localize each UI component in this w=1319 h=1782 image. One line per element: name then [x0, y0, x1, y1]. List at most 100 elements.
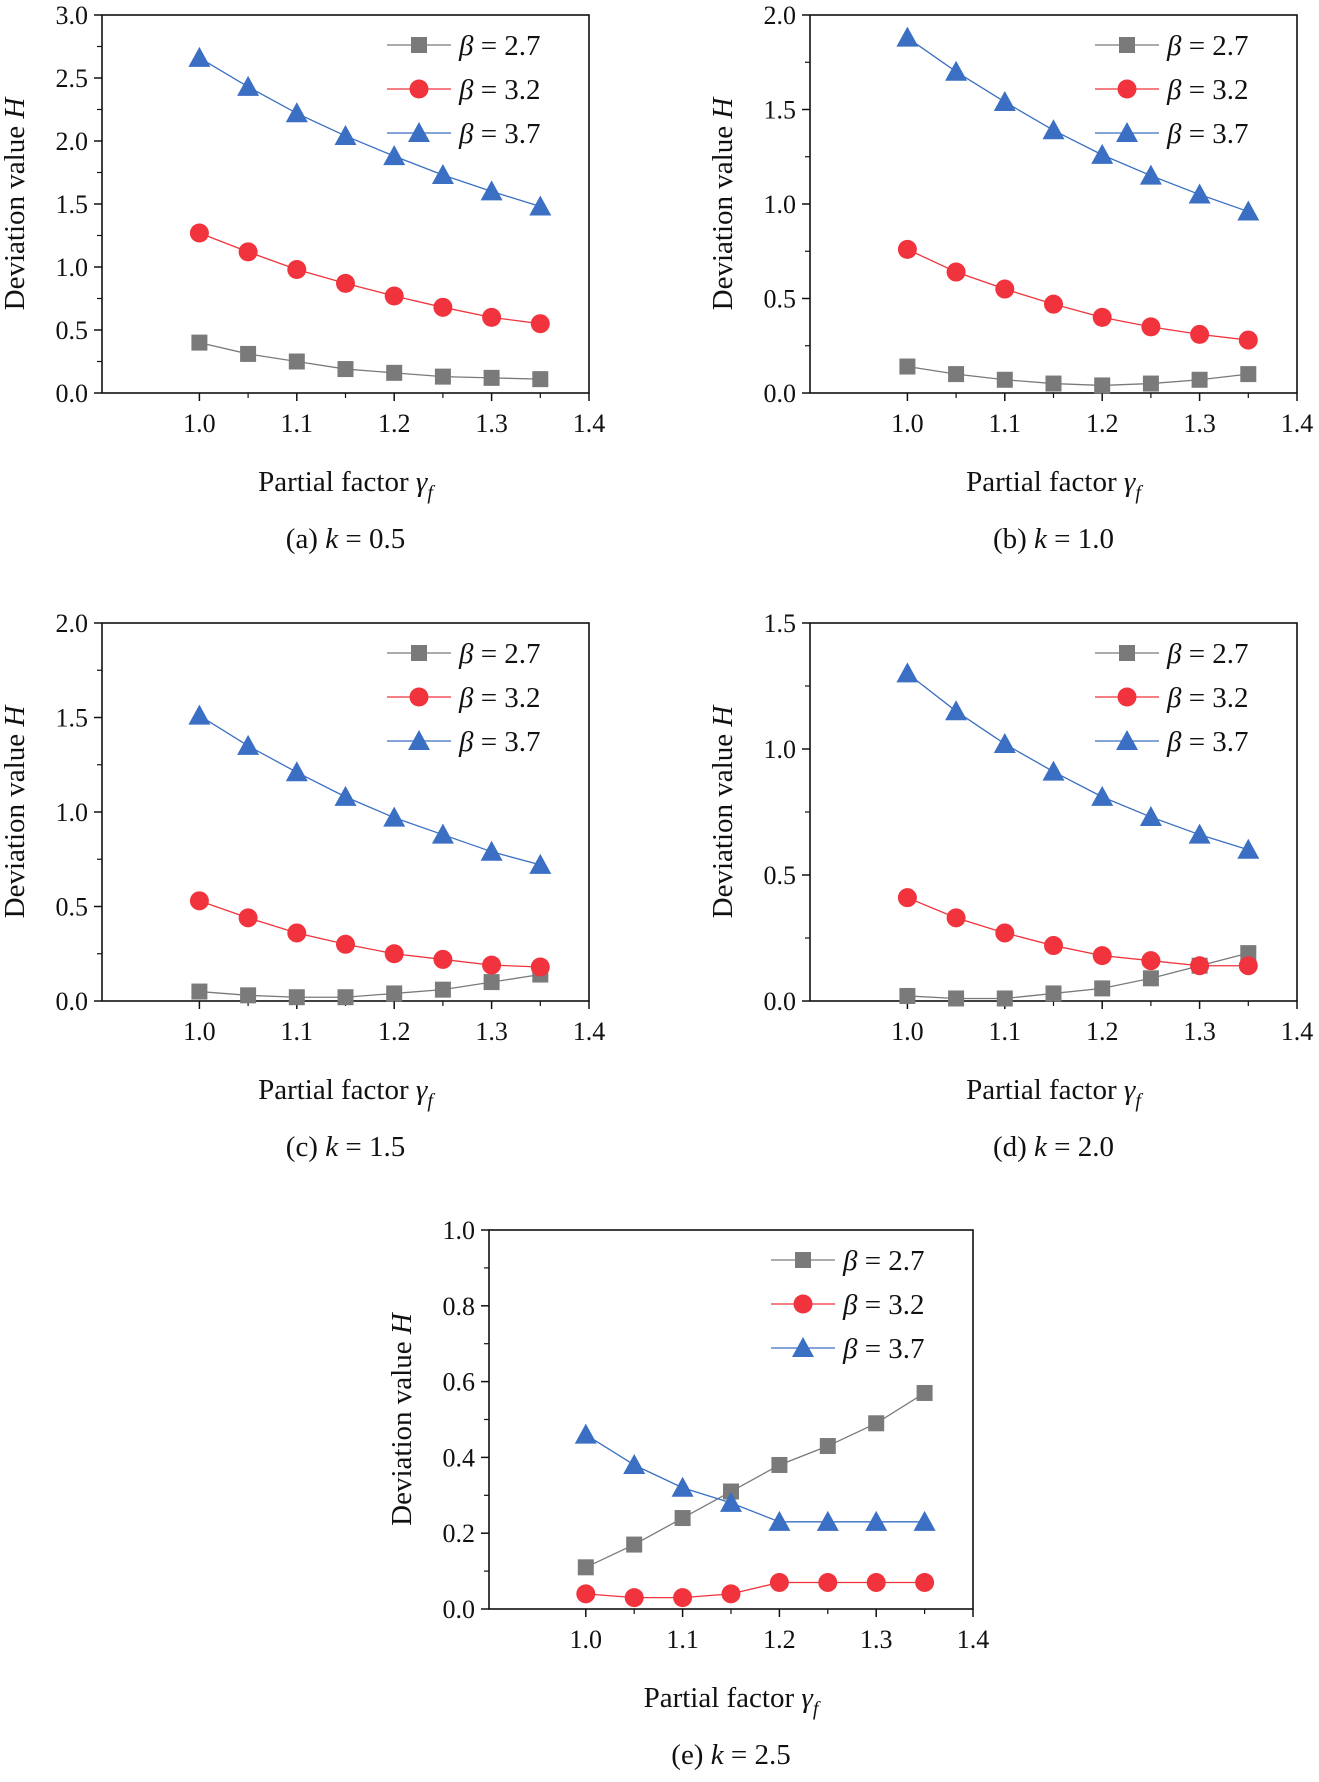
- x-axis-label: Partial factor γf: [258, 1074, 435, 1112]
- y-tick-label: 2.5: [56, 64, 89, 93]
- data-point: [383, 806, 406, 827]
- data-point: [1190, 956, 1210, 976]
- y-tick-label: 0.0: [764, 379, 797, 408]
- y-tick-label: 1.5: [764, 609, 797, 638]
- data-point: [896, 662, 919, 683]
- legend-marker: [795, 1252, 811, 1268]
- data-point: [1238, 330, 1258, 350]
- data-point: [1190, 324, 1210, 344]
- x-tick-label: 1.1: [281, 1017, 314, 1046]
- data-point: [237, 734, 260, 755]
- series-circle: [897, 888, 1258, 976]
- y-tick-label: 0.5: [764, 285, 797, 314]
- y-axis-label: Deviation value H: [707, 96, 739, 311]
- data-point: [818, 1572, 838, 1592]
- data-point: [897, 888, 917, 908]
- series-line: [907, 365, 1249, 387]
- x-tick-label: 1.1: [666, 1625, 699, 1654]
- data-point: [480, 180, 503, 201]
- data-point: [191, 334, 208, 351]
- data-point: [240, 987, 257, 1004]
- series-circle: [189, 223, 550, 334]
- data-point: [1237, 838, 1260, 859]
- x-tick-label: 1.4: [1281, 1017, 1314, 1046]
- x-tick-label: 1.0: [891, 1017, 924, 1046]
- legend-marker: [411, 645, 427, 661]
- data-point: [1240, 366, 1257, 383]
- legend: β = 2.7 β = 3.2 β = 3.7: [771, 1245, 925, 1365]
- data-point: [1188, 823, 1211, 844]
- x-tick-label: 1.1: [989, 409, 1022, 438]
- y-tick-label: 0.2: [443, 1519, 476, 1548]
- legend-marker: [1119, 645, 1135, 661]
- legend-label: β = 3.7: [842, 1333, 925, 1365]
- y-tick-label: 0.5: [56, 893, 89, 922]
- data-point: [433, 949, 453, 969]
- data-point: [720, 1491, 742, 1512]
- x-tick-label: 1.2: [763, 1625, 796, 1654]
- series-triangle: [896, 662, 1260, 859]
- x-tick-label: 1.3: [1183, 1017, 1216, 1046]
- data-point: [1142, 970, 1159, 987]
- y-tick-label: 0.5: [764, 861, 797, 890]
- x-tick-label: 1.1: [281, 409, 314, 438]
- legend-label: β = 3.2: [842, 1289, 925, 1321]
- chart-panel-d: 1.0 1.1 1.2 1.3 1.4 0.0 0.5 1.0 1.5 Partial facto…: [707, 609, 1313, 1163]
- y-axis-label: Deviation value H: [0, 704, 31, 919]
- x-tick-label: 1.4: [957, 1625, 990, 1654]
- data-point: [434, 981, 451, 998]
- data-point: [483, 974, 500, 991]
- y-tick-label: 1.5: [764, 96, 797, 125]
- data-point: [285, 761, 308, 782]
- y-tick-label: 0.5: [56, 316, 89, 345]
- legend: β = 2.7 β = 3.2 β = 3.7: [1095, 638, 1249, 758]
- data-point: [577, 1559, 594, 1576]
- data-point: [189, 223, 209, 243]
- data-point: [530, 314, 550, 334]
- series-line: [907, 897, 1249, 967]
- data-point: [1141, 951, 1161, 971]
- data-point: [431, 164, 454, 185]
- y-axis-label: Deviation value H: [386, 1311, 418, 1526]
- data-point: [1094, 980, 1111, 997]
- series-triangle: [896, 26, 1260, 221]
- series-triangle: [188, 46, 552, 216]
- data-point: [1237, 200, 1260, 221]
- legend-marker: [1117, 79, 1137, 99]
- data-point: [334, 124, 357, 145]
- data-point: [1142, 375, 1159, 392]
- plot-frame: [101, 14, 590, 394]
- legend-label: β = 3.7: [458, 726, 541, 758]
- data-point: [431, 823, 454, 844]
- x-axis-label: Partial factor γf: [966, 1074, 1143, 1112]
- data-point: [386, 985, 403, 1002]
- legend-marker: [1116, 122, 1138, 142]
- x-tick-label: 1.3: [475, 1017, 508, 1046]
- y-tick-label: 0.8: [443, 1292, 476, 1321]
- legend-label: β = 2.7: [1166, 638, 1249, 670]
- data-point: [993, 90, 1016, 111]
- data-point: [623, 1453, 646, 1474]
- y-tick-label: 0.6: [443, 1368, 476, 1397]
- data-point: [191, 983, 208, 1000]
- panel-caption: (c) k = 1.5: [286, 1131, 405, 1163]
- data-point: [671, 1476, 694, 1497]
- data-point: [337, 361, 354, 378]
- series-line: [585, 1392, 925, 1568]
- data-point: [1092, 946, 1112, 966]
- chart-panel-c: 1.0 1.1 1.2 1.3 1.4 0.0 0.5 1.0 1.5 2.0 Partial fa…: [0, 609, 605, 1163]
- data-point: [866, 1572, 886, 1592]
- y-tick-label: 0.0: [443, 1595, 476, 1624]
- y-axis-label: Deviation value H: [0, 96, 31, 311]
- legend-label: β = 3.2: [458, 682, 541, 714]
- y-tick-label: 1.5: [56, 704, 89, 733]
- data-point: [896, 26, 919, 47]
- data-point: [897, 239, 917, 259]
- y-tick-label: 0.0: [56, 379, 89, 408]
- data-point: [948, 990, 965, 1007]
- data-point: [383, 145, 406, 166]
- data-point: [816, 1510, 839, 1531]
- data-point: [723, 1483, 739, 1500]
- data-point: [288, 989, 305, 1006]
- data-point: [945, 700, 968, 721]
